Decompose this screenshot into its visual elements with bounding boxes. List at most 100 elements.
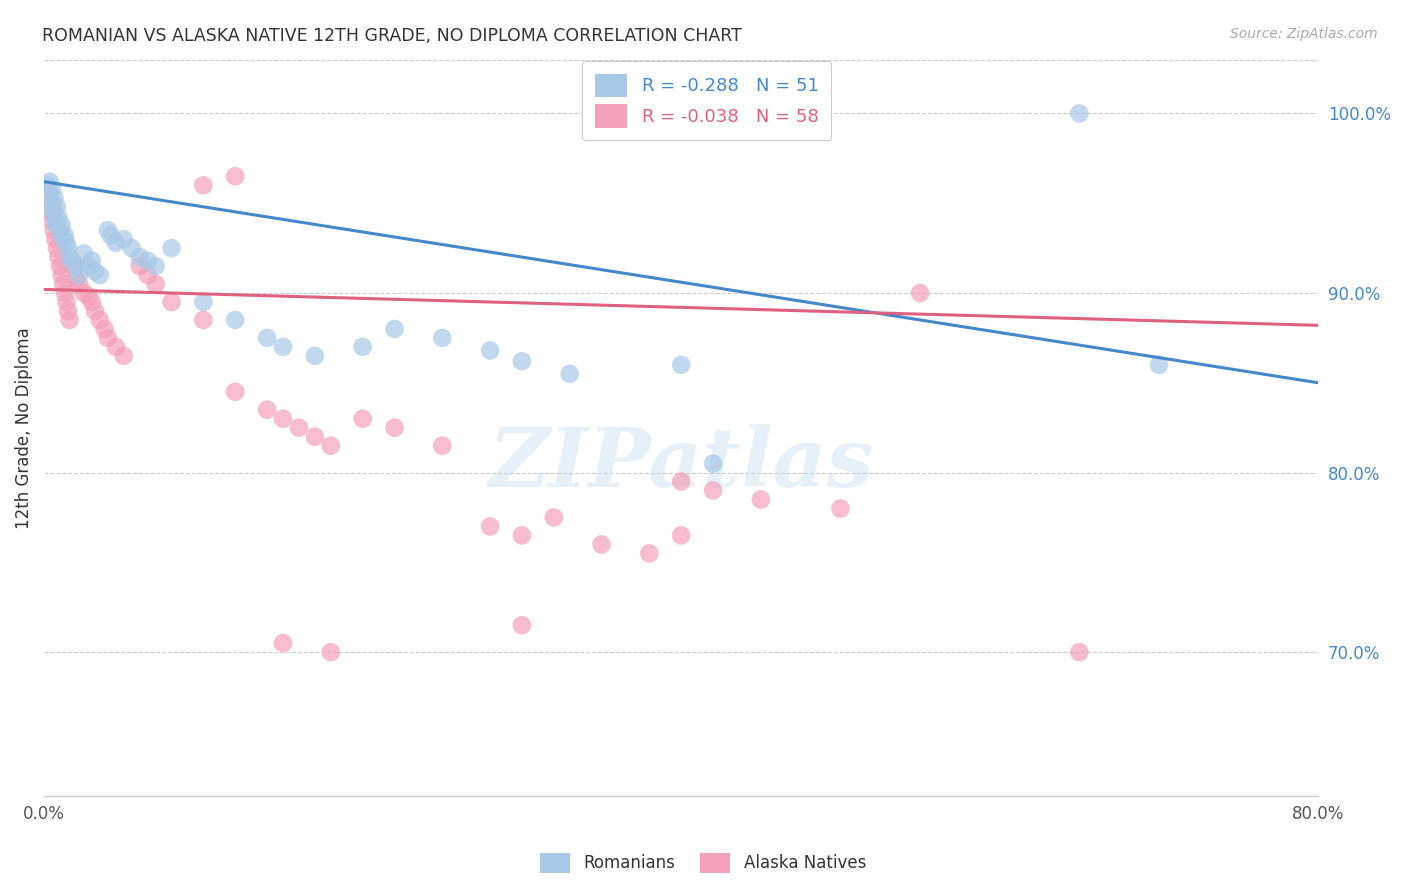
Point: [702, 457, 724, 471]
Point: [45, 241, 67, 255]
Point: [384, 322, 406, 336]
Legend: Romanians, Alaska Natives: Romanians, Alaska Natives: [533, 847, 873, 880]
Point: [1069, 106, 1091, 120]
Point: [49, 223, 72, 237]
Point: [352, 340, 374, 354]
Point: [319, 439, 342, 453]
Point: [669, 475, 692, 489]
Point: [73, 285, 96, 300]
Point: [591, 537, 613, 551]
Point: [510, 618, 533, 632]
Point: [104, 235, 127, 250]
Point: [224, 313, 246, 327]
Point: [479, 343, 502, 358]
Point: [38, 196, 60, 211]
Point: [271, 340, 294, 354]
Point: [44, 214, 66, 228]
Point: [39, 205, 62, 219]
Point: [55, 295, 77, 310]
Point: [256, 402, 278, 417]
Point: [38, 175, 60, 189]
Text: ZIPatlas: ZIPatlas: [488, 425, 875, 505]
Point: [58, 313, 80, 327]
Point: [65, 259, 87, 273]
Point: [49, 259, 72, 273]
Point: [145, 277, 167, 291]
Point: [58, 250, 80, 264]
Point: [42, 223, 65, 237]
Point: [136, 253, 159, 268]
Point: [39, 200, 62, 214]
Point: [749, 492, 772, 507]
Point: [112, 232, 135, 246]
Point: [702, 483, 724, 498]
Point: [45, 200, 67, 214]
Point: [67, 268, 90, 282]
Point: [42, 196, 65, 211]
Point: [510, 528, 533, 542]
Point: [319, 645, 342, 659]
Point: [256, 331, 278, 345]
Point: [271, 411, 294, 425]
Point: [304, 430, 326, 444]
Point: [77, 259, 100, 273]
Point: [128, 250, 150, 264]
Point: [193, 178, 215, 193]
Point: [432, 331, 454, 345]
Point: [112, 349, 135, 363]
Point: [56, 241, 79, 255]
Point: [62, 253, 84, 268]
Point: [97, 331, 120, 345]
Point: [44, 191, 66, 205]
Point: [37, 178, 59, 193]
Point: [55, 235, 77, 250]
Point: [89, 268, 111, 282]
Point: [51, 218, 73, 232]
Point: [41, 182, 63, 196]
Point: [121, 241, 143, 255]
Point: [77, 290, 100, 304]
Point: [62, 259, 84, 273]
Point: [638, 546, 661, 560]
Point: [193, 313, 215, 327]
Point: [38, 187, 60, 202]
Point: [37, 182, 59, 196]
Point: [80, 253, 103, 268]
Point: [42, 205, 65, 219]
Y-axis label: 12th Grade, No Diploma: 12th Grade, No Diploma: [15, 326, 32, 529]
Point: [543, 510, 565, 524]
Point: [84, 264, 107, 278]
Point: [224, 384, 246, 399]
Point: [432, 439, 454, 453]
Point: [1069, 645, 1091, 659]
Point: [93, 322, 115, 336]
Point: [288, 420, 311, 434]
Point: [52, 277, 75, 291]
Point: [908, 285, 931, 300]
Point: [45, 218, 67, 232]
Point: [479, 519, 502, 533]
Point: [41, 214, 63, 228]
Point: [128, 259, 150, 273]
Point: [136, 268, 159, 282]
Point: [160, 295, 183, 310]
Point: [193, 295, 215, 310]
Point: [669, 358, 692, 372]
Point: [48, 211, 70, 225]
Point: [352, 411, 374, 425]
Point: [1147, 358, 1170, 372]
Text: ROMANIAN VS ALASKA NATIVE 12TH GRADE, NO DIPLOMA CORRELATION CHART: ROMANIAN VS ALASKA NATIVE 12TH GRADE, NO…: [42, 27, 742, 45]
Text: Source: ZipAtlas.com: Source: ZipAtlas.com: [1230, 27, 1378, 41]
Point: [669, 528, 692, 542]
Point: [48, 250, 70, 264]
Point: [160, 241, 183, 255]
Point: [51, 268, 73, 282]
Point: [65, 271, 87, 285]
Point: [89, 313, 111, 327]
Point: [510, 354, 533, 368]
Point: [384, 420, 406, 434]
Point: [271, 636, 294, 650]
Point: [97, 223, 120, 237]
Point: [53, 228, 76, 243]
Point: [84, 304, 107, 318]
